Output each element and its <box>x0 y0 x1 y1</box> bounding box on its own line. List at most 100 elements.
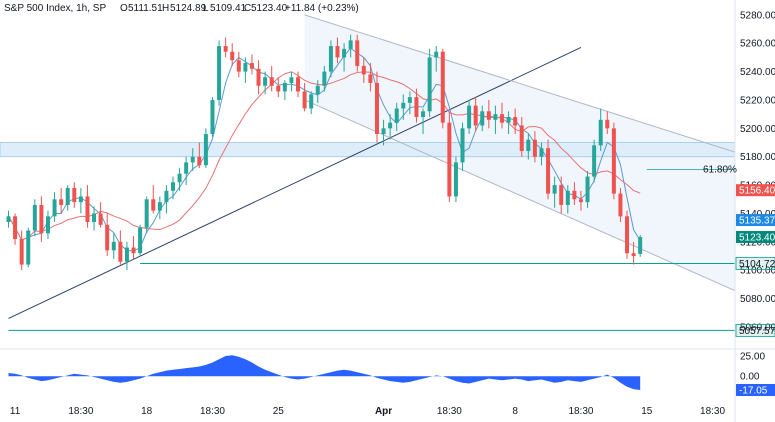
candle-body <box>92 213 97 222</box>
x-tick-label: 11 <box>10 406 21 417</box>
candle-body <box>565 190 570 205</box>
candle-body <box>39 204 44 234</box>
candle-body <box>434 51 439 58</box>
close-value: 5123.40 <box>251 3 288 14</box>
candle-body <box>184 162 189 174</box>
candle-body <box>85 196 90 222</box>
candle-body <box>78 196 83 203</box>
candle-body <box>388 122 393 129</box>
candle-body <box>98 213 103 225</box>
candle-body <box>368 74 373 83</box>
candle-body <box>625 216 630 254</box>
y-tick-label: 5220.00 <box>740 95 775 106</box>
candle-body <box>243 63 248 72</box>
candle-body <box>447 122 452 197</box>
candle-body <box>328 46 333 72</box>
y-tick-label: 5280.00 <box>740 10 775 21</box>
candle-body <box>578 199 583 203</box>
time-axis[interactable]: 11 18:30 18 18:30 25 Apr 18:30 8 18:30 15 18:30 <box>10 406 726 417</box>
candle-body <box>197 156 202 166</box>
candle-body <box>585 176 590 203</box>
y-tick-label: 5180.00 <box>740 152 775 163</box>
candle-body <box>506 116 511 123</box>
candle-body <box>111 241 116 251</box>
candle-body <box>335 46 340 58</box>
y-tick-label: 5240.00 <box>740 67 775 78</box>
price-tag-label: 5135.37 <box>739 216 775 227</box>
candle-body <box>6 216 11 222</box>
candle-body <box>302 91 307 109</box>
candle-body <box>453 162 458 197</box>
candle-body <box>572 190 577 200</box>
x-tick-label: 18:30 <box>200 406 225 417</box>
candle-body <box>72 187 77 203</box>
low-label: L <box>203 3 209 14</box>
x-tick-label: 15 <box>641 406 653 417</box>
y-tick-label: 5100.00 <box>740 266 775 277</box>
price-tag-label: 5156.40 <box>739 186 775 197</box>
candle-body <box>348 40 353 49</box>
candle-body <box>611 128 616 194</box>
candle-body <box>513 116 518 126</box>
candle-body <box>309 94 314 109</box>
osc-tick-label: 25.00 <box>740 352 765 363</box>
candle-body <box>361 65 366 75</box>
candle-body <box>131 247 136 254</box>
candle-body <box>618 193 623 217</box>
candle-body <box>342 48 347 58</box>
candle-body <box>19 239 24 265</box>
candle-body <box>105 224 110 251</box>
candle-body <box>289 77 294 83</box>
candle-body <box>381 128 386 135</box>
symbol-title: S&P 500 Index, 1h, SP <box>4 3 106 14</box>
candle-body <box>230 51 235 61</box>
candle-body <box>190 156 195 163</box>
candle-body <box>467 105 472 129</box>
candle-body <box>486 111 491 120</box>
candle-body <box>598 119 603 146</box>
candle-body <box>276 85 281 92</box>
candle-body <box>144 199 149 228</box>
candle-body <box>473 105 478 126</box>
x-tick-label: 18 <box>141 406 153 417</box>
high-label: H <box>162 3 169 14</box>
candle-body <box>177 173 182 183</box>
candle-body <box>59 199 64 205</box>
x-tick-label: Apr <box>375 406 392 417</box>
candle-body <box>217 46 222 100</box>
level-tag-label: 5057.57 <box>739 326 775 337</box>
price-tag-bg <box>736 214 775 227</box>
x-tick-label: 25 <box>273 406 285 417</box>
candle-body <box>493 114 498 120</box>
x-tick-label: 18:30 <box>68 406 93 417</box>
candle-body <box>124 247 129 262</box>
x-tick-label: 18:30 <box>437 406 462 417</box>
open-label: O <box>120 3 128 14</box>
candle-body <box>138 227 143 254</box>
candle-body <box>394 108 399 123</box>
candle-body <box>32 204 37 231</box>
osc-tag-label: -17.05 <box>739 386 768 397</box>
candle-body <box>414 97 419 117</box>
level-tag-border <box>735 324 775 337</box>
candle-body <box>539 148 544 157</box>
candle-body <box>65 187 70 205</box>
level-tag-bg <box>736 324 775 337</box>
y-tick-label: 5080.00 <box>740 294 775 305</box>
price-tags: 5156.40 5135.37 5123.40 5104.72 5057.57 -17.0… <box>735 184 775 397</box>
candle-body <box>315 85 320 95</box>
candle-body <box>322 71 327 86</box>
open-value: 5111.51 <box>128 3 163 14</box>
candle-body <box>210 99 215 135</box>
candle-body <box>427 57 432 112</box>
x-tick-label: 18:30 <box>700 406 725 417</box>
candle-body <box>26 230 31 265</box>
y-tick-label: 5260.00 <box>740 39 775 50</box>
candle-body <box>45 216 50 234</box>
candle-body <box>13 216 18 240</box>
candle-body <box>631 253 636 257</box>
candle-body <box>157 202 162 211</box>
price-tag-label: 5123.40 <box>739 233 775 244</box>
candle-body <box>223 46 228 52</box>
